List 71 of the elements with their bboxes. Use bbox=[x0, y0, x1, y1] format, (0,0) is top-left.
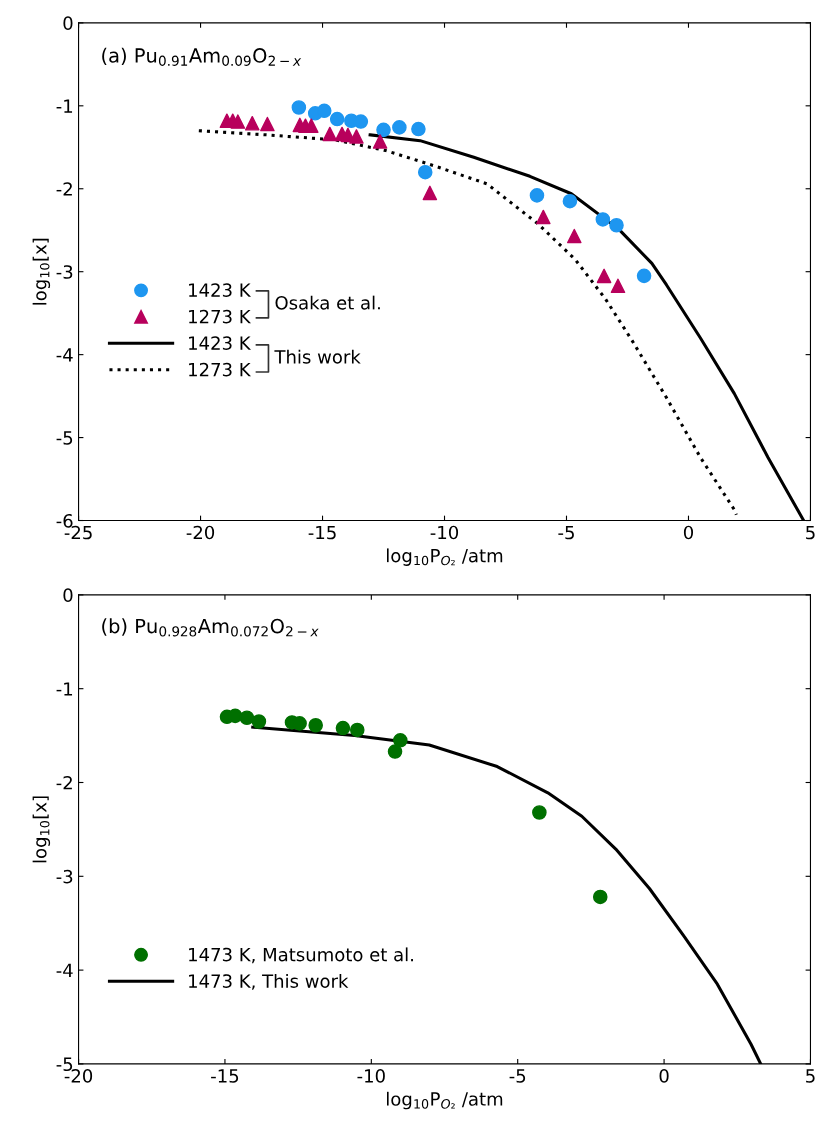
y-tick-label: -5 bbox=[56, 431, 73, 445]
annotation: This work bbox=[274, 349, 361, 364]
point bbox=[417, 164, 433, 180]
point bbox=[592, 889, 608, 905]
point bbox=[636, 268, 652, 284]
point bbox=[411, 121, 426, 137]
y-tick-label: -2 bbox=[56, 775, 72, 790]
point bbox=[536, 209, 551, 225]
y-tick-label: -3 bbox=[56, 265, 73, 279]
point bbox=[595, 212, 611, 227]
point bbox=[609, 217, 624, 233]
x-tick-label: 0 bbox=[683, 525, 694, 540]
y-tick-label: 0 bbox=[63, 588, 73, 602]
point bbox=[244, 115, 260, 131]
text: (b) Pu$_{0.928}$Am$_{0.072}$O$_{2−x}$ bbox=[102, 618, 319, 637]
point bbox=[308, 717, 323, 733]
annotation: Osaka et al. bbox=[275, 295, 380, 310]
legend-label: 1473 K, This work bbox=[189, 973, 349, 990]
point bbox=[260, 116, 275, 132]
point bbox=[529, 188, 545, 203]
y-axis-title: log$_{10}$[x] bbox=[32, 796, 51, 863]
point bbox=[422, 185, 438, 201]
point bbox=[562, 193, 578, 209]
y-axis-title: log$_{10}$[x] bbox=[32, 238, 51, 305]
x-tick-label: -15 bbox=[308, 525, 336, 540]
x-tick-label: -5 bbox=[509, 1069, 526, 1083]
y-tick-label: -5 bbox=[56, 1057, 73, 1072]
x-tick-label: 0 bbox=[659, 1069, 669, 1083]
point bbox=[376, 122, 391, 138]
point bbox=[316, 103, 332, 119]
point bbox=[532, 805, 547, 820]
x-tick-label: -20 bbox=[186, 525, 215, 540]
x-tick-label: -15 bbox=[211, 1069, 239, 1083]
point bbox=[393, 732, 408, 748]
legend-label: 1423 K bbox=[189, 336, 251, 350]
point bbox=[239, 710, 255, 726]
x-tick-label: -10 bbox=[357, 1069, 385, 1083]
y-tick-label: -4 bbox=[56, 348, 73, 362]
x-tick-label: -5 bbox=[558, 525, 574, 540]
point bbox=[335, 720, 351, 736]
y-tick-label: 0 bbox=[63, 16, 73, 30]
x-tick-label: -20 bbox=[64, 1069, 93, 1083]
point bbox=[291, 100, 307, 115]
point bbox=[610, 278, 626, 294]
legend-label: 1473 K, Matsumoto et al. bbox=[189, 947, 413, 964]
point bbox=[392, 120, 407, 135]
point bbox=[251, 714, 267, 729]
point bbox=[329, 111, 345, 127]
x-tick-label: 5 bbox=[806, 525, 815, 540]
x-axis-title: log$_{10}$P$_{O₂}$ /atm bbox=[386, 548, 503, 566]
point bbox=[387, 744, 403, 759]
x-tick-label: 5 bbox=[806, 1069, 815, 1083]
point bbox=[322, 126, 338, 142]
legend-label: 1273 K bbox=[189, 309, 251, 324]
legend-label: 1273 K bbox=[189, 362, 251, 377]
point bbox=[349, 722, 365, 738]
point bbox=[567, 228, 582, 244]
legend-label: 1423 K bbox=[189, 283, 251, 297]
x-axis-title: log$_{10}$P$_{O₂}$ /atm bbox=[386, 1091, 503, 1110]
point bbox=[372, 134, 388, 149]
point bbox=[349, 129, 364, 144]
y-tick-label: -4 bbox=[56, 963, 73, 977]
y-tick-label: -1 bbox=[56, 682, 73, 696]
x-tick-label: -10 bbox=[430, 525, 459, 540]
point bbox=[230, 114, 246, 129]
point bbox=[353, 114, 369, 129]
y-tick-label: -1 bbox=[56, 99, 73, 113]
y-tick-label: -2 bbox=[56, 182, 72, 196]
point bbox=[596, 268, 612, 284]
y-tick-label: -3 bbox=[56, 869, 73, 884]
text: (a) Pu$_{0.91}$Am$_{0.09}$O$_{2−x}$ bbox=[102, 47, 302, 66]
